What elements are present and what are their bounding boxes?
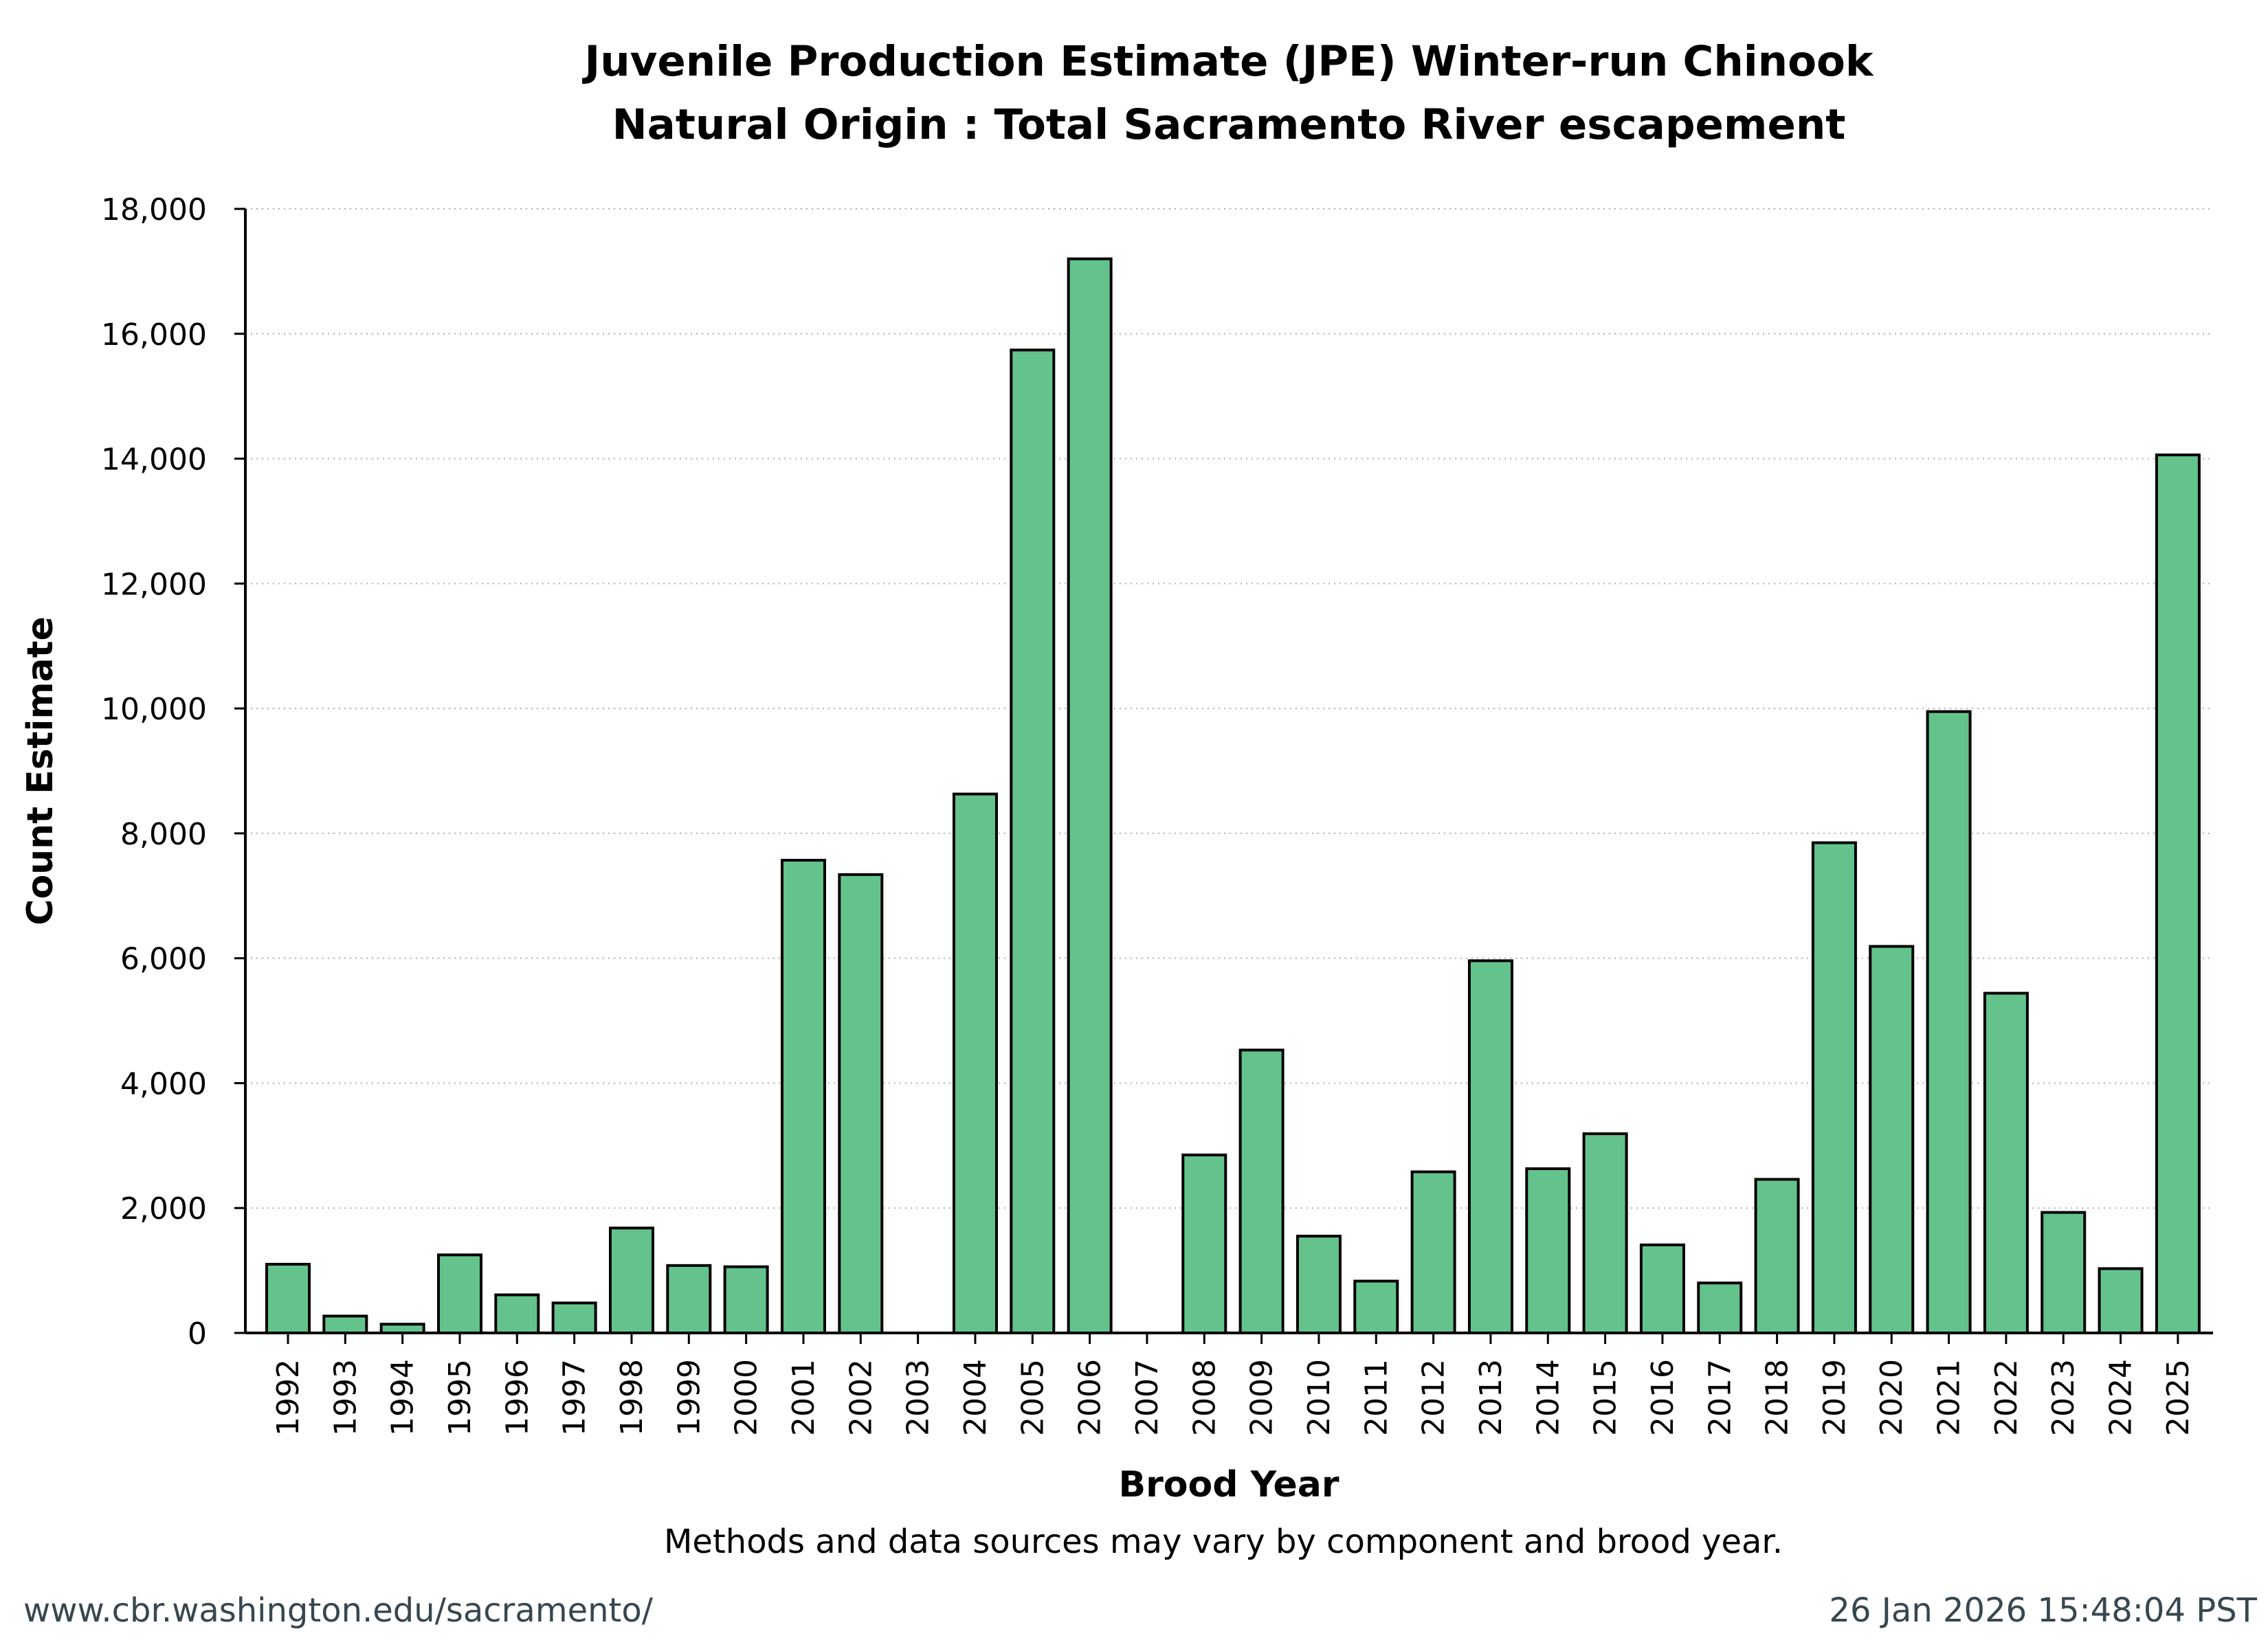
- x-tick-label: 2014: [1531, 1359, 1566, 1436]
- y-tick-label: 2,000: [120, 1191, 207, 1226]
- bar-1998: [608, 1226, 654, 1334]
- y-tick-label: 14,000: [101, 442, 207, 478]
- y-tick-label: 6,000: [120, 942, 207, 977]
- bar-2017: [1697, 1281, 1743, 1335]
- bar-2018: [1754, 1178, 1800, 1334]
- x-tick-label: 1999: [671, 1359, 707, 1436]
- x-tick-label: 2009: [1245, 1359, 1280, 1436]
- x-tick-label: 2011: [1359, 1359, 1394, 1436]
- footer-url: www.cbr.washington.edu/sacramento/: [23, 1591, 654, 1630]
- bar-2021: [1926, 710, 1972, 1334]
- x-tick-label: 1996: [500, 1359, 535, 1436]
- bar-2002: [838, 873, 884, 1335]
- x-tick-label: 1998: [614, 1359, 649, 1436]
- bar-1995: [436, 1253, 482, 1335]
- methods-note: Methods and data sources may vary by com…: [664, 1523, 1783, 1561]
- bar-2014: [1525, 1167, 1571, 1335]
- x-tick-label: 2002: [843, 1359, 878, 1436]
- x-tick-label: 2021: [1932, 1359, 1967, 1436]
- x-tick-label: 2020: [1874, 1359, 1909, 1436]
- x-tick-label: 1992: [271, 1359, 306, 1436]
- bar-2006: [1067, 257, 1113, 1335]
- x-tick-label: 1994: [386, 1359, 421, 1436]
- bar-2022: [1983, 991, 2029, 1334]
- footer-timestamp: 26 Jan 2026 15:48:04 PST: [1829, 1591, 2257, 1630]
- x-tick-label: 2025: [2161, 1359, 2196, 1436]
- bar-2000: [723, 1265, 769, 1335]
- x-tick-label: 2012: [1416, 1359, 1452, 1436]
- bar-2012: [1410, 1170, 1456, 1335]
- x-tick-label: 2013: [1474, 1359, 1509, 1436]
- x-tick-label: 1995: [443, 1359, 478, 1436]
- chart-title-line-2: Natural Origin : Total Sacramento River …: [612, 100, 1846, 149]
- bar-2010: [1296, 1235, 1342, 1334]
- y-tick-label: 12,000: [101, 567, 207, 602]
- y-axis-ticks: 0 2,000 4,000 6,000 8,000 10,000 12,000 14,000 1…: [101, 192, 245, 1351]
- y-tick-label: 16,000: [101, 317, 207, 352]
- x-tick-label: 2008: [1187, 1359, 1222, 1436]
- bar-2005: [1010, 348, 1056, 1334]
- bar-2019: [1811, 841, 1857, 1334]
- bar-1999: [666, 1264, 712, 1334]
- x-tick-label: 2022: [1989, 1359, 2024, 1436]
- bar-2025: [2155, 453, 2201, 1335]
- bar-1993: [322, 1314, 368, 1334]
- bar-2009: [1238, 1048, 1285, 1334]
- x-axis-ticks: 1992 1993 1994 1995 1996 1997 1998 1999 2000 2001…: [271, 1333, 2196, 1436]
- y-tick-label: 8,000: [120, 817, 207, 852]
- x-tick-label: 2017: [1702, 1359, 1737, 1436]
- x-tick-label: 2007: [1130, 1359, 1165, 1436]
- y-tick-label: 10,000: [101, 692, 207, 727]
- x-tick-label: 2003: [901, 1359, 936, 1436]
- bar-2011: [1353, 1279, 1399, 1335]
- bar-2024: [2098, 1267, 2144, 1334]
- x-tick-label: 2016: [1645, 1359, 1680, 1436]
- x-tick-label: 1997: [557, 1359, 592, 1436]
- x-tick-label: 2001: [786, 1359, 821, 1436]
- x-tick-label: 2004: [958, 1359, 993, 1436]
- bar-2023: [2041, 1211, 2087, 1335]
- x-tick-label: 2018: [1760, 1359, 1795, 1436]
- chart-title-line-1: Juvenile Production Estimate (JPE) Winte…: [582, 37, 1874, 86]
- bar-2013: [1467, 959, 1513, 1334]
- bar-1997: [551, 1301, 597, 1334]
- y-axis-label: Count Estimate: [20, 616, 61, 925]
- x-tick-label: 2015: [1588, 1359, 1623, 1436]
- axes: [244, 209, 2213, 1334]
- x-tick-label: 2010: [1302, 1359, 1337, 1436]
- bar-1996: [494, 1293, 540, 1334]
- bar-1992: [265, 1263, 311, 1334]
- bars: [265, 257, 2201, 1335]
- bar-2015: [1582, 1132, 1628, 1334]
- x-tick-label: 2023: [2046, 1359, 2081, 1436]
- y-tick-label: 4,000: [120, 1066, 207, 1101]
- bar-2004: [952, 792, 998, 1334]
- y-tick-label: 18,000: [101, 192, 207, 227]
- x-tick-label: 2024: [2104, 1359, 2139, 1436]
- bar-2008: [1181, 1153, 1227, 1334]
- x-tick-label: 2006: [1073, 1359, 1108, 1436]
- x-axis-label: Brood Year: [1119, 1464, 1339, 1505]
- bar-2020: [1869, 945, 1915, 1335]
- x-tick-label: 2000: [729, 1359, 764, 1436]
- x-tick-label: 2019: [1817, 1359, 1852, 1436]
- bar-2001: [780, 858, 826, 1334]
- x-tick-label: 1993: [328, 1359, 363, 1436]
- x-tick-label: 2005: [1015, 1359, 1050, 1436]
- bar-2016: [1639, 1243, 1685, 1335]
- gridlines: [245, 208, 2213, 1209]
- y-tick-label: 0: [188, 1316, 207, 1351]
